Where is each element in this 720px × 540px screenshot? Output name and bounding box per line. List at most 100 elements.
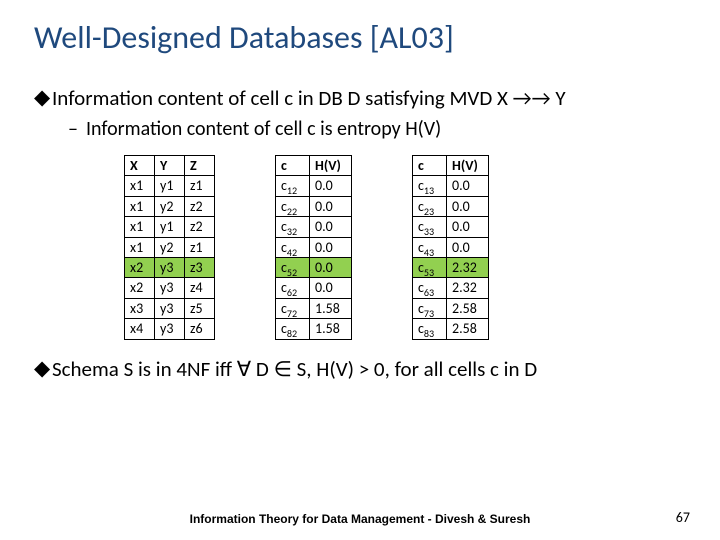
table-cell: z2 (185, 217, 215, 237)
table-cell: c52 (276, 257, 310, 277)
table-cell: z5 (185, 298, 215, 318)
table-row: x2y3z3 (125, 257, 215, 277)
table-cell: y3 (155, 257, 185, 277)
table-cell: x1 (125, 196, 155, 216)
col-header: H(V) (310, 156, 352, 176)
table-cell: 0.0 (447, 237, 489, 257)
table-cell: 0.0 (310, 257, 352, 277)
col-header: c (276, 156, 310, 176)
table-cell: y3 (155, 298, 185, 318)
col-header: c (413, 156, 447, 176)
table-row: x1y1z2 (125, 217, 215, 237)
table-cell: 1.58 (310, 319, 352, 339)
table-cell: y1 (155, 217, 185, 237)
page-number: 67 (676, 509, 690, 526)
table-cell: 1.58 (310, 298, 352, 318)
table-row: x1y1z1 (125, 176, 215, 196)
table-row: c620.0 (276, 278, 352, 298)
table-cell: 2.32 (447, 257, 489, 277)
table-cell: c23 (413, 196, 447, 216)
page-title: Well-Designed Databases [AL03] (34, 18, 686, 57)
table-row: x4y3z6 (125, 319, 215, 339)
table-cell: x1 (125, 237, 155, 257)
table-cell: c83 (413, 319, 447, 339)
table-cell: c53 (413, 257, 447, 277)
table-row: c821.58 (276, 319, 352, 339)
table-cell: c73 (413, 298, 447, 318)
table-row: x3y3z5 (125, 298, 215, 318)
table-row: c320.0 (276, 217, 352, 237)
table-cell: x1 (125, 217, 155, 237)
table-row: x1y2z1 (125, 237, 215, 257)
table-cell: x2 (125, 257, 155, 277)
table-cell: c43 (413, 237, 447, 257)
table-row: c230.0 (413, 196, 489, 216)
table-cell: z1 (185, 176, 215, 196)
dash-icon: – (68, 117, 86, 141)
table-row: c220.0 (276, 196, 352, 216)
table-cell: c62 (276, 278, 310, 298)
table-cell: 2.58 (447, 298, 489, 318)
table-cell: 0.0 (447, 196, 489, 216)
table-cell: 0.0 (310, 196, 352, 216)
table-row: c732.58 (413, 298, 489, 318)
table-cell: x2 (125, 278, 155, 298)
table-cell: c33 (413, 217, 447, 237)
footer-text: Information Theory for Data Management -… (0, 512, 720, 526)
table-cell: 0.0 (310, 237, 352, 257)
table-cell: c72 (276, 298, 310, 318)
bullet-text: Information content of cell c is entropy… (86, 117, 441, 141)
table-cell: c63 (413, 278, 447, 298)
table-row: c532.32 (413, 257, 489, 277)
table-cell: c13 (413, 176, 447, 196)
table-row: c832.58 (413, 319, 489, 339)
table-cell: 0.0 (447, 217, 489, 237)
table-row: c330.0 (413, 217, 489, 237)
table-cell: 0.0 (310, 278, 352, 298)
table-hv-col2: c H(V) c120.0c220.0c320.0c420.0c520.0c62… (275, 155, 352, 340)
table-cell: x1 (125, 176, 155, 196)
table-cell: 2.58 (447, 319, 489, 339)
table-row: c632.32 (413, 278, 489, 298)
table-row: x2y3z4 (125, 278, 215, 298)
table-row: c520.0 (276, 257, 352, 277)
table-cell: c12 (276, 176, 310, 196)
table-cell: x3 (125, 298, 155, 318)
table-cell: 2.32 (447, 278, 489, 298)
bullet-level1: ◆ Schema S is in 4NF iff ∀ D ∈ S, H(V) >… (34, 356, 686, 382)
table-cell: z2 (185, 196, 215, 216)
table-cell: z4 (185, 278, 215, 298)
table-xyz: X Y Z x1y1z1x1y2z2x1y1z2x1y2z1x2y3z3x2y3… (124, 155, 215, 340)
table-cell: c32 (276, 217, 310, 237)
bullet-text: Information content of cell c in DB D sa… (52, 85, 566, 111)
table-cell: y2 (155, 196, 185, 216)
table-cell: y3 (155, 319, 185, 339)
table-cell: c22 (276, 196, 310, 216)
table-row: c721.58 (276, 298, 352, 318)
table-hv-col3: c H(V) c130.0c230.0c330.0c430.0c532.32c6… (412, 155, 489, 340)
bullet-text: Schema S is in 4NF iff ∀ D ∈ S, H(V) > 0… (52, 356, 537, 382)
table-cell: y3 (155, 278, 185, 298)
table-cell: y2 (155, 237, 185, 257)
table-row: c430.0 (413, 237, 489, 257)
diamond-icon: ◆ (34, 85, 52, 110)
slide: Well-Designed Databases [AL03] ◆ Informa… (0, 0, 720, 540)
table-row: c130.0 (413, 176, 489, 196)
col-header: Z (185, 156, 215, 176)
table-row: x1y2z2 (125, 196, 215, 216)
bullet-level1: ◆ Information content of cell c in DB D … (34, 85, 686, 111)
table-cell: z3 (185, 257, 215, 277)
table-cell: c82 (276, 319, 310, 339)
diamond-icon: ◆ (34, 356, 52, 381)
table-cell: 0.0 (310, 176, 352, 196)
col-header: H(V) (447, 156, 489, 176)
table-row: c120.0 (276, 176, 352, 196)
tables-row: X Y Z x1y1z1x1y2z2x1y1z2x1y2z1x2y3z3x2y3… (124, 155, 686, 340)
table-cell: 0.0 (310, 217, 352, 237)
table-row: c420.0 (276, 237, 352, 257)
table-cell: z1 (185, 237, 215, 257)
table-cell: x4 (125, 319, 155, 339)
bullet-level2: – Information content of cell c is entro… (68, 117, 686, 141)
col-header: X (125, 156, 155, 176)
table-cell: z6 (185, 319, 215, 339)
